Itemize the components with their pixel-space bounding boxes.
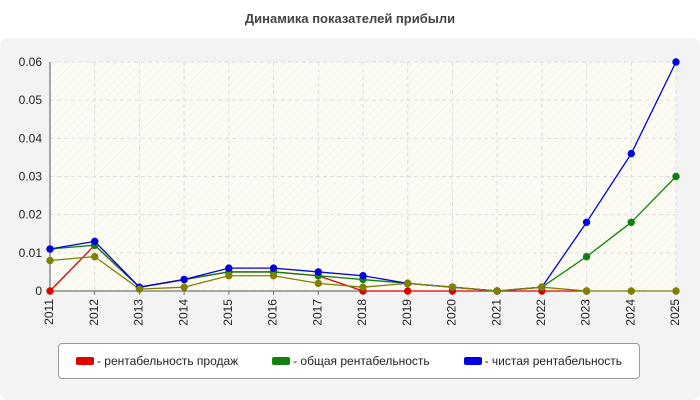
series-1-point [582, 252, 591, 261]
series-2-point [180, 275, 188, 284]
legend-swatch [272, 357, 291, 365]
series-3-point [582, 287, 591, 295]
series-3-point [135, 285, 144, 293]
y-tick-label: 0.03 [19, 170, 43, 184]
series-3-point [448, 283, 457, 291]
x-tick-label: 2012 [87, 299, 101, 326]
series-3-point [180, 283, 188, 291]
series-3-point [91, 252, 99, 261]
series-3-point [627, 287, 635, 295]
legend-label: - рентабельность продаж [96, 354, 239, 368]
series-3-point [269, 272, 278, 280]
y-tick-label: 0.01 [19, 246, 43, 260]
legend: - рентабельность продаж - общая рентабель… [58, 343, 640, 379]
legend-item: - чистая рентабельность [463, 354, 623, 368]
x-tick-label: 2019 [400, 299, 414, 326]
series-3-point [359, 283, 367, 291]
y-tick-label: 0.04 [19, 131, 43, 145]
legend-swatch [463, 357, 482, 365]
series-2-point [225, 264, 233, 272]
chart-title: Динамика показателей прибыли [244, 11, 456, 26]
legend-label: - общая рентабельность [293, 354, 430, 368]
x-tick-label: 2014 [176, 299, 190, 326]
y-tick-label: 0.06 [19, 55, 43, 69]
y-tick-label: 0.05 [19, 93, 43, 107]
series-0-point [404, 287, 412, 295]
x-tick-label: 2022 [534, 299, 548, 326]
x-tick-label: 2020 [445, 299, 459, 326]
series-2-point [582, 218, 591, 227]
x-tick-label: 2017 [310, 299, 324, 326]
x-tick-label: 2021 [489, 299, 503, 326]
series-3-point [538, 283, 546, 291]
x-tick-label: 2023 [579, 299, 593, 326]
legend-item: - рентабельность продаж [75, 354, 239, 368]
x-tick-label: 2016 [266, 299, 280, 326]
series-0-point [46, 287, 54, 295]
legend-label: - чистая рентабельность [484, 354, 623, 368]
x-tick-label: 2018 [355, 299, 369, 326]
series-3-point [225, 272, 233, 280]
series-2-point [627, 149, 635, 158]
series-3-point [493, 287, 501, 295]
series-2-point [359, 272, 367, 280]
y-tick-label: 0 [35, 284, 42, 298]
x-tick-label: 2024 [623, 299, 637, 326]
series-2-point [314, 268, 322, 276]
legend-item: - общая рентабельность [272, 354, 430, 368]
series-2-point [269, 264, 278, 272]
series-1-point [672, 172, 680, 181]
x-tick-label: 2013 [132, 299, 146, 326]
x-tick-label: 2025 [668, 299, 682, 326]
series-3-point [672, 287, 680, 295]
series-3-point [314, 279, 322, 288]
y-tick-label: 0.02 [19, 208, 43, 222]
x-tick-label: 2011 [42, 299, 56, 325]
legend-swatch [75, 357, 94, 365]
series-1-point [627, 218, 635, 227]
series-3-point [46, 256, 54, 265]
x-tick-label: 2015 [221, 299, 235, 326]
series-2-point [91, 237, 99, 246]
series-3-point [404, 279, 412, 288]
series-2-point [46, 245, 54, 253]
series-2-point [672, 58, 680, 66]
